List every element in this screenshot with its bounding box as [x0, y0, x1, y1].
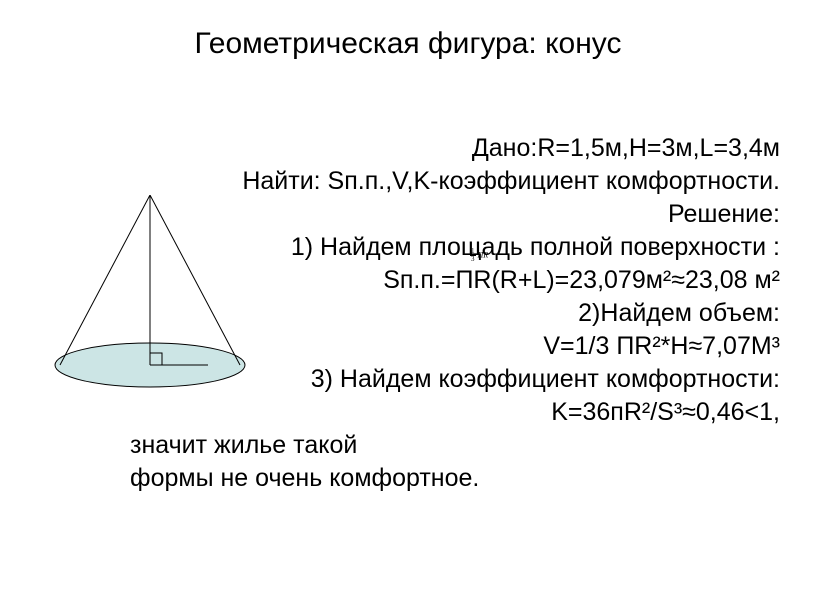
step-3-head: 3) Найдем коэффициент комфортности:	[0, 363, 780, 396]
slide-title: Геометрическая фигура: конус	[0, 26, 816, 62]
given-line: Дано:R=1,5м,H=3м,L=3,4м	[0, 132, 780, 165]
step-3-calc: K=36пR²/S³≈0,46<1,	[0, 396, 780, 429]
conclusion-1: значит жилье такой	[0, 429, 780, 462]
title-line-1: Геометрическая	[195, 27, 420, 60]
solution-head: Решение:	[0, 198, 780, 231]
title-line-2: фигура: конус	[428, 27, 621, 60]
solution-text: Дано:R=1,5м,H=3м,L=3,4м Найти: Sп.п.,V,K…	[0, 132, 816, 495]
conclusion-2: формы не очень комфортное.	[0, 462, 780, 495]
find-line: Найти: Sп.п.,V,K-коэффициент комфортност…	[0, 165, 780, 198]
step-1-calc: Sп.п.=ПR(R+L)=23,079м²≈23,08 м²	[0, 264, 780, 297]
step-1-head: 1) Найдем площадь полной поверхности :	[0, 231, 780, 264]
step-2-head: 2)Найдем объем:	[0, 297, 780, 330]
step-2-calc: V=1/3 ПR²*H≈7,07М³	[0, 330, 780, 363]
